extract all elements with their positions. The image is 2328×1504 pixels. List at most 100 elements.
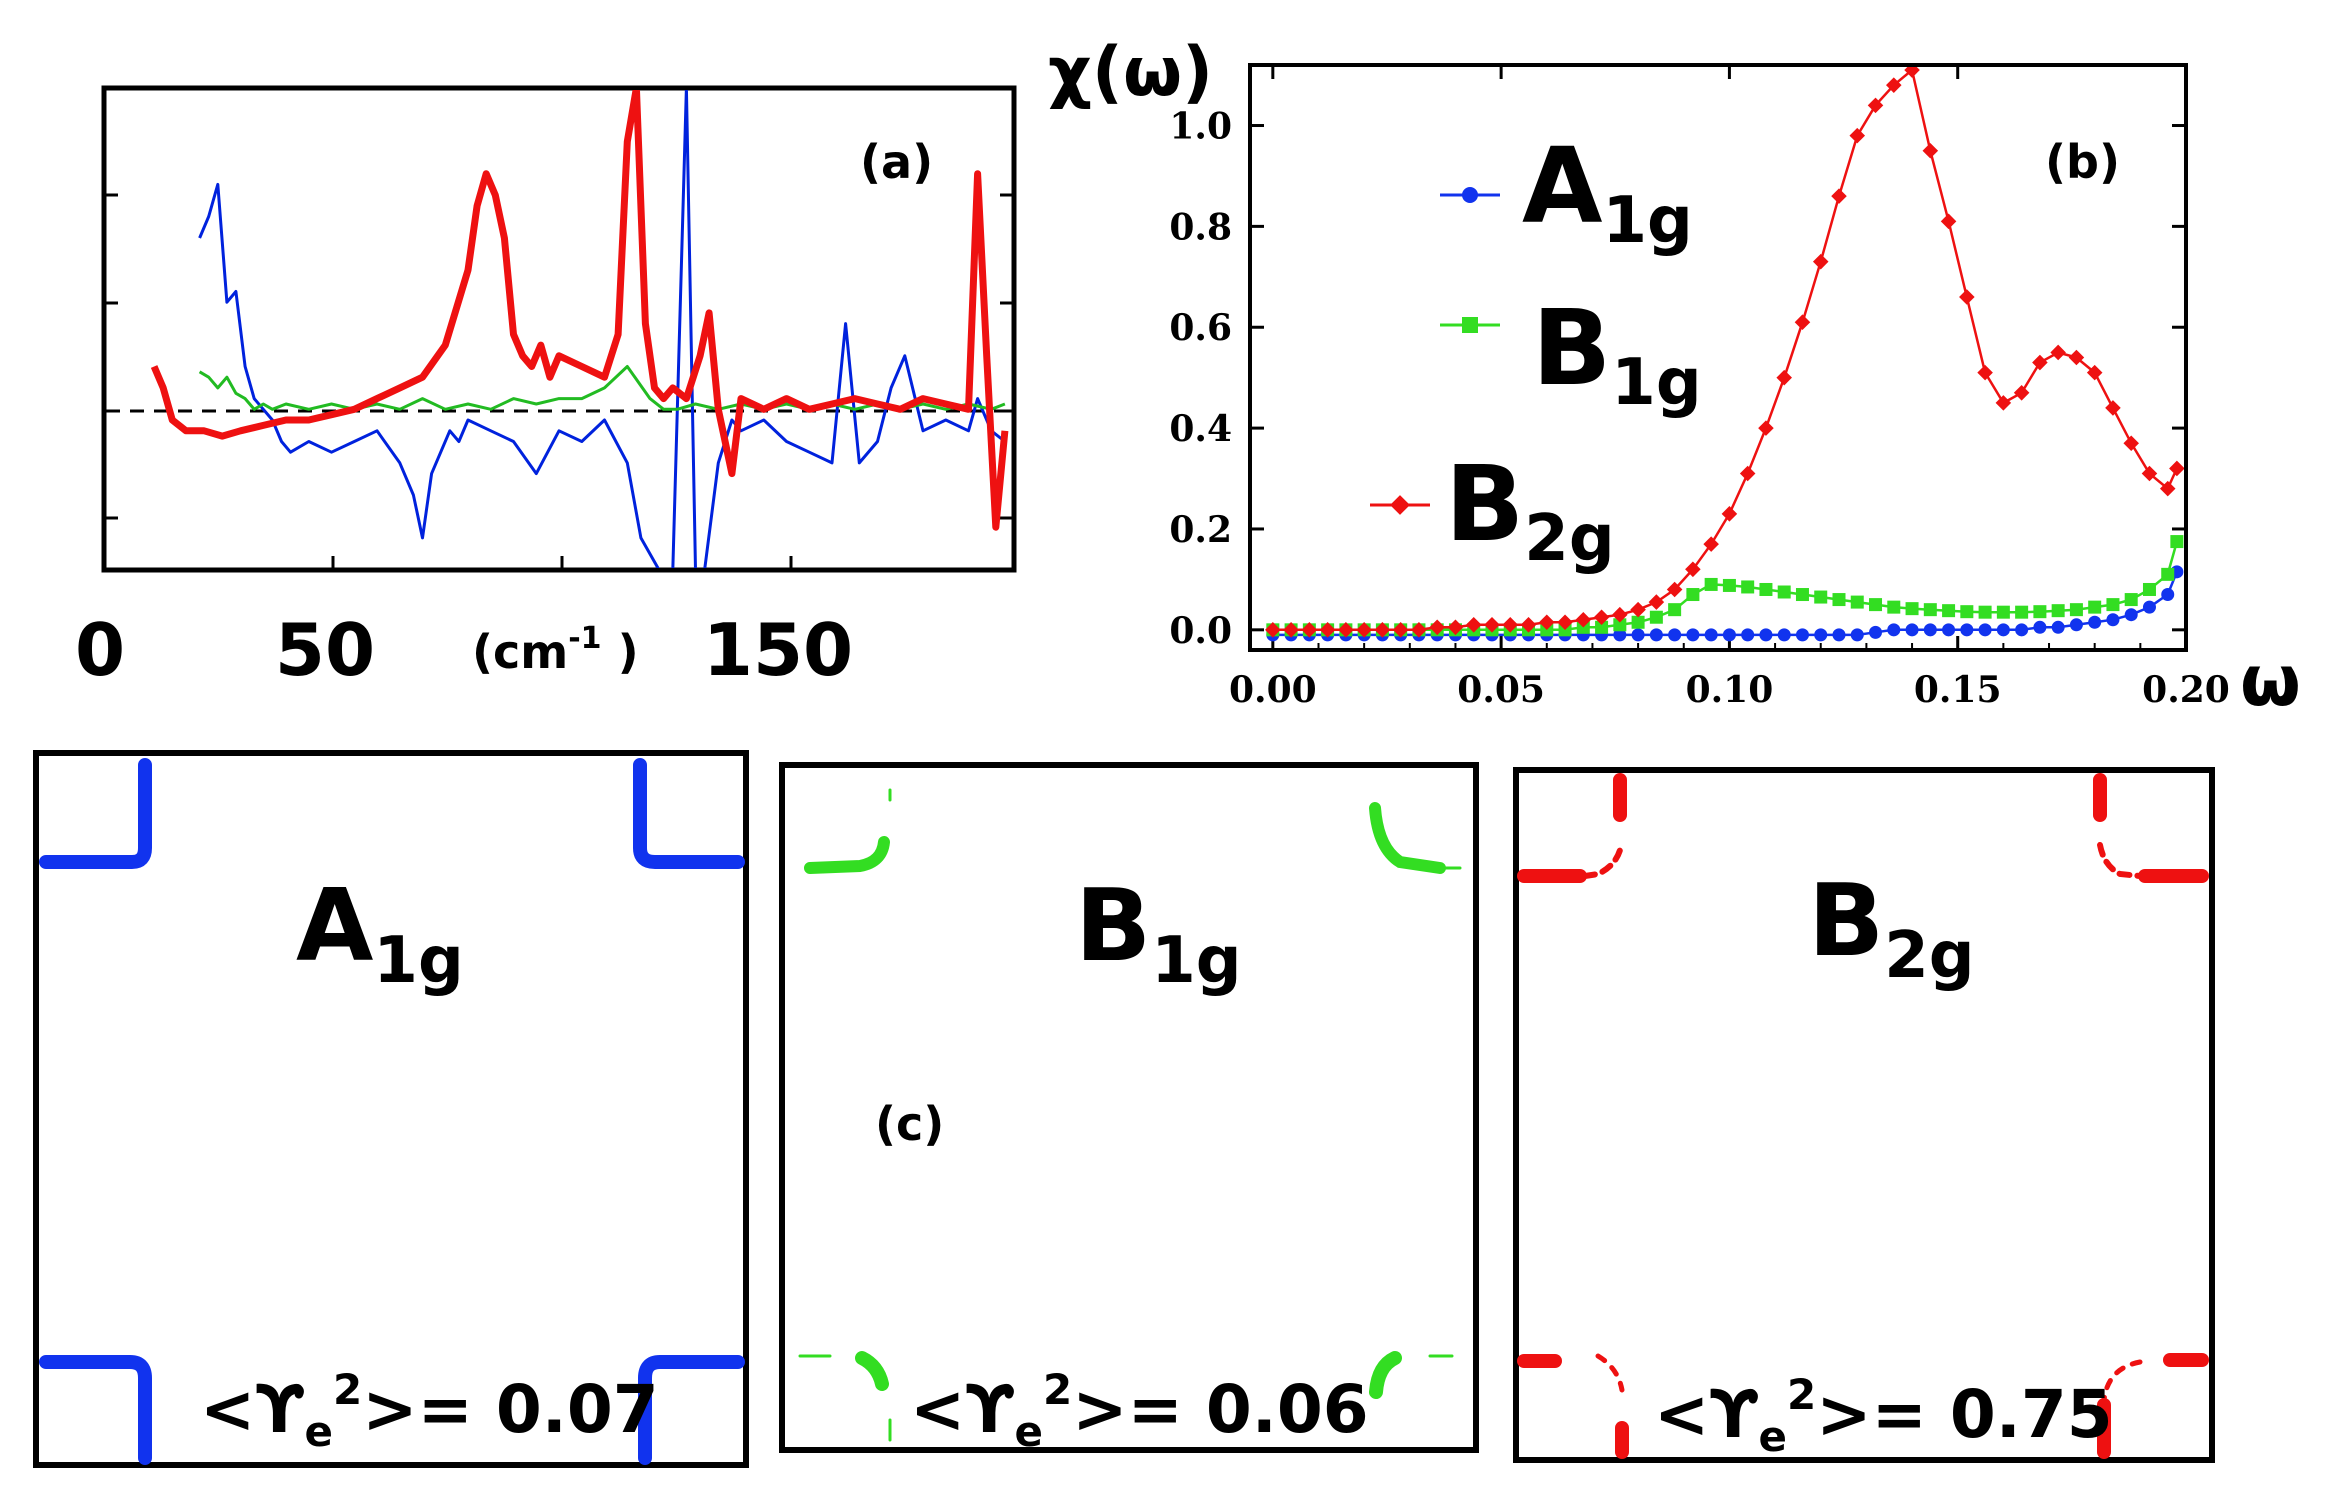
legend-b1g-text: B1g bbox=[1532, 287, 1702, 420]
panel-b-point-b2g bbox=[1356, 622, 1372, 638]
b2g-arc-seg bbox=[2097, 842, 2143, 879]
panel-b-point-a1g bbox=[1978, 623, 1992, 637]
panel-a-xlabel: (cm-1 ) bbox=[472, 621, 639, 679]
panel-b-point-b1g bbox=[2033, 605, 2047, 619]
panel-b-point-b2g bbox=[1484, 617, 1500, 633]
panel-b-point-b2g bbox=[1904, 67, 1920, 78]
panel-a-series-group bbox=[150, 90, 1009, 568]
panel-b-point-b1g bbox=[1613, 618, 1627, 632]
panel-b-series-group bbox=[1265, 67, 2184, 642]
panel-b-point-b2g bbox=[1429, 619, 1445, 636]
panel-b-xtick-label: 0.20 bbox=[2142, 669, 2230, 711]
cm-unit-sup: -1 bbox=[568, 621, 601, 656]
panel-b-point-a1g bbox=[1887, 623, 1901, 637]
panel-b-point-a1g bbox=[1668, 628, 1682, 642]
panel-b-point-b1g bbox=[2124, 593, 2138, 607]
panel-b-point-b1g bbox=[2106, 598, 2120, 612]
a1g-arc-top-left bbox=[39, 758, 152, 869]
panel-b-point-b2g bbox=[1721, 506, 1738, 522]
panel-b-point-b2g bbox=[1812, 253, 1829, 270]
panel-b-point-a1g bbox=[2015, 623, 2029, 637]
panel-b-point-b2g bbox=[1831, 188, 1847, 204]
panel-b-susceptibility: 0.00 0.05 0.10 0.15 0.20 0.0 0.2 0.4 0.6 0.8 1.0 (… bbox=[1048, 33, 2301, 722]
panel-b-point-a1g bbox=[1795, 628, 1809, 642]
panel-b-point-b2g bbox=[1392, 622, 1409, 638]
panel-b-point-b2g bbox=[2123, 435, 2139, 452]
panel-b-point-b2g bbox=[1283, 622, 1299, 638]
panel-b-point-b2g bbox=[1319, 622, 1336, 638]
panel-b-point-a1g bbox=[2142, 600, 2156, 614]
panel-b-point-b1g bbox=[1649, 610, 1663, 624]
panel-b-point-b2g bbox=[2032, 354, 2048, 371]
panel-b-point-a1g bbox=[1759, 628, 1773, 642]
panel-b-point-b2g bbox=[1593, 609, 1610, 625]
panel-b-point-b1g bbox=[2069, 603, 2083, 617]
panel-b-point-b2g bbox=[1648, 594, 1665, 610]
panel-b-point-b1g bbox=[1869, 598, 1883, 612]
panel-b-point-b1g bbox=[1631, 615, 1645, 629]
b2g-arc-seg bbox=[1595, 1353, 1625, 1393]
legend-a1g-text: A1g bbox=[1522, 125, 1693, 258]
legend-b2g-marker bbox=[1390, 495, 1410, 515]
b2g-corner-arcs bbox=[1517, 773, 2209, 1459]
panel-c-b2g-frame bbox=[1513, 767, 2215, 1463]
panel-b-point-b1g bbox=[1960, 605, 1974, 619]
a1g-arc-top-right bbox=[633, 758, 745, 869]
panel-b-point-b1g bbox=[2142, 582, 2156, 596]
panel-b-point-a1g bbox=[1869, 625, 1883, 639]
panel-b-point-b1g bbox=[1850, 595, 1864, 609]
panel-b-point-a1g bbox=[1704, 628, 1718, 642]
panel-b-point-b2g bbox=[1685, 561, 1701, 578]
panel-c-b1g-frame bbox=[779, 762, 1479, 1453]
panel-c-b1g: B1g (c) <ϒe2>= 0.06 bbox=[779, 762, 1479, 1456]
panel-a-series-a1g bbox=[198, 90, 1006, 568]
panel-b-point-a1g bbox=[1686, 628, 1700, 642]
panel-b-point-b2g bbox=[1886, 77, 1902, 93]
panel-b-point-a1g bbox=[1960, 623, 1974, 637]
panel-a-frame bbox=[101, 85, 1017, 573]
panel-b-point-b1g bbox=[1942, 604, 1956, 618]
panel-b-point-b2g bbox=[1849, 127, 1866, 144]
panel-b-point-a1g bbox=[2033, 620, 2047, 634]
panel-b-xtick-label: 0.15 bbox=[1914, 669, 2002, 711]
panel-b-point-b1g bbox=[2170, 535, 2184, 549]
panel-c-b2g: B2g <ϒe2>= 0.75 bbox=[1513, 767, 2215, 1463]
panel-b-point-a1g bbox=[2161, 588, 2175, 602]
panel-b-point-b2g bbox=[1739, 465, 1756, 482]
panel-b-point-b2g bbox=[1557, 614, 1573, 631]
panel-b-point-b1g bbox=[1923, 603, 1937, 617]
panel-b-point-b2g bbox=[2169, 460, 2184, 477]
panel-a-raman-spectrum: (a) 0 50 150 (cm-1 ) bbox=[75, 85, 1017, 692]
panel-b-point-b2g bbox=[1520, 617, 1537, 633]
panel-b-point-b1g bbox=[1905, 602, 1919, 616]
panel-a-series-b1g bbox=[198, 365, 1006, 411]
panel-b-point-a1g bbox=[1722, 628, 1736, 642]
panel-b-label: (b) bbox=[2045, 135, 2120, 189]
panel-b-point-a1g bbox=[1996, 623, 2010, 637]
panel-c-b2g-value: <ϒe2>= 0.75 bbox=[1654, 1370, 2113, 1461]
legend-entry-a1g: A1g bbox=[1440, 125, 1693, 258]
panel-b-ytick-label: 1.0 bbox=[1169, 106, 1232, 148]
panel-b-ylabel: χ(ω) bbox=[1048, 33, 1213, 112]
b1g-arc-bottom-left bbox=[855, 1351, 889, 1391]
cm-unit-open: (cm bbox=[472, 625, 568, 679]
panel-b-frame bbox=[1248, 63, 2188, 652]
panel-b-point-b2g bbox=[1465, 617, 1482, 633]
panel-c-a1g-value: <ϒe2>= 0.07 bbox=[200, 1365, 659, 1456]
panel-b-point-b1g bbox=[1595, 620, 1609, 634]
panel-b-point-a1g bbox=[1631, 628, 1645, 642]
panel-b-xtick-label: 0.10 bbox=[1686, 669, 1774, 711]
legend-entry-b2g: B2g bbox=[1370, 443, 1615, 576]
panel-b-point-b1g bbox=[1795, 588, 1809, 602]
panel-b-point-b1g bbox=[1996, 605, 2010, 619]
panel-b-point-a1g bbox=[1850, 628, 1864, 642]
panel-c-label: (c) bbox=[875, 1097, 944, 1151]
panel-b-point-b1g bbox=[1777, 585, 1791, 599]
panel-b-point-b2g bbox=[1995, 395, 2012, 411]
panel-b-point-b2g bbox=[1265, 622, 1281, 638]
panel-a-label: (a) bbox=[860, 135, 933, 189]
b1g-arc-top-right bbox=[1369, 802, 1446, 874]
panel-b-point-b1g bbox=[1686, 588, 1700, 602]
panel-b-point-b1g bbox=[1704, 577, 1718, 591]
b1g-arc-bottom-right bbox=[1369, 1351, 1402, 1399]
